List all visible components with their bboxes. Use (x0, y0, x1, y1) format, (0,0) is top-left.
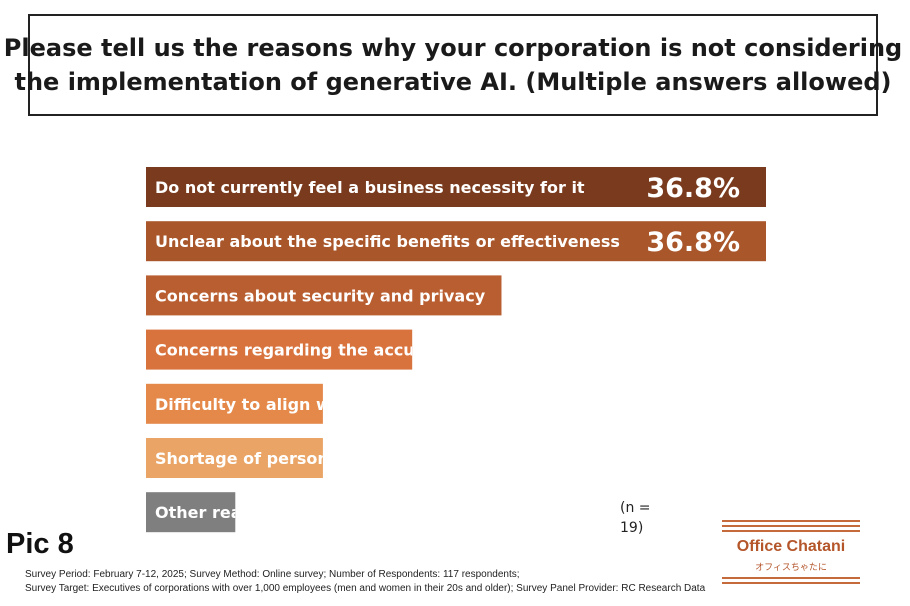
chart-title-line-1: Please tell us the reasons why your corp… (3, 34, 903, 62)
bar (146, 329, 413, 370)
bar-group: Do not currently feel a business necessi… (146, 167, 766, 207)
sample-size-note: (n = 19) (620, 498, 660, 538)
bar-group: Difficulty to align wit (146, 383, 344, 424)
bar-group: Shortage of personne (146, 438, 351, 478)
chart-title-box: Please tell us the reasons why your corp… (4, 14, 902, 116)
bar-value-label: 36.8% (646, 227, 740, 258)
logo-name: Office Chatani (736, 538, 846, 555)
survey-footnote: Survey Period: February 7-12, 2025; Surv… (25, 568, 705, 596)
bar-group: Other rea (146, 492, 242, 533)
logo-bottom-stripes (722, 577, 860, 587)
bar-value-label: 36.8% (646, 173, 740, 204)
bar-group: Unclear about the specific benefits or e… (146, 221, 766, 262)
bar (146, 221, 766, 262)
bar (146, 438, 323, 478)
office-chatani-logo: Office Chatani オフィスちゃたに (722, 520, 860, 590)
survey-footnote-line-1: Survey Period: February 7-12, 2025; Surv… (25, 569, 520, 580)
bar-group: Concerns regarding the accuracy (146, 329, 454, 370)
bar (146, 275, 502, 316)
sample-size-line-1: (n = (620, 500, 651, 516)
bar-category-label: Other rea (155, 503, 242, 522)
sample-size-line-2: 19) (620, 520, 644, 536)
survey-footnote-line-2: Survey Target: Executives of corporation… (25, 583, 706, 594)
bar (146, 492, 236, 533)
bar-category-label: Concerns regarding the accuracy (155, 341, 454, 360)
bar-category-label: Do not currently feel a business necessi… (155, 178, 585, 197)
chart-title-line-2: the implementation of generative AI. (Mu… (14, 68, 892, 96)
bar-category-label: Unclear about the specific benefits or e… (155, 232, 620, 251)
bar-group: Concerns about security and privacy (146, 275, 502, 316)
bar-category-label: Difficulty to align wit (155, 395, 344, 414)
bar-category-label: Concerns about security and privacy (155, 286, 486, 305)
bar-category-label: Shortage of personne (155, 449, 351, 468)
logo-top-stripes (722, 520, 860, 535)
bar (146, 383, 323, 424)
bar (146, 167, 766, 207)
logo-subtitle: オフィスちゃたに (755, 563, 827, 573)
pic-label: Pic 8 (6, 528, 74, 560)
